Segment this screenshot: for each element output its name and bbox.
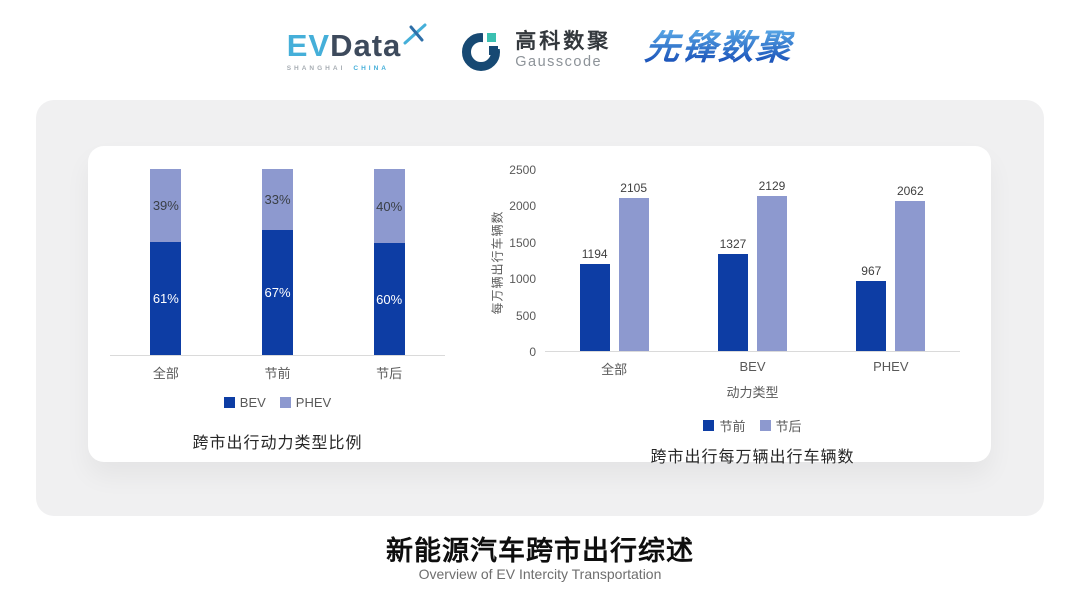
legend-label-节前: 节前 [719,419,746,434]
grouped-bar-chart: 每万辆出行车辆数 0 500 1000 1500 2000 2500 1194 2105 13… [468,156,978,466]
bar-value-label: 2129 [758,179,786,194]
y-tick-1500: 1500 [509,235,536,250]
sparkle-x-icon [403,23,427,45]
y-tick-2500: 2500 [509,163,536,177]
bar-segment-BEV-节后: 60% [373,243,405,355]
bar-segment-BEV-全部: 61% [150,241,182,355]
page-subtitle: Overview of EV Intercity Transportation [418,566,662,582]
bar-节前-全部: 1194 [579,247,610,351]
stacked-bar-plot: 39% 61% 33% 67% 40% 60% [110,169,445,356]
pioneer-data-logo: 先锋数聚 [643,28,796,67]
x-axis-label: 动力类型 [726,385,779,400]
evdata-wordmark: EV Data [286,23,428,63]
category-label-节后: 节后 [376,366,403,381]
bar-segment-PHEV-全部: 39% [150,169,182,242]
bar-节后-全部: 2105 [618,181,649,351]
evdata-ev-text: EV [286,28,331,63]
bar-segment-label: 60% [376,291,403,307]
gausscode-name-cn: 高科数聚 [515,30,612,54]
bar-value-label: 1327 [719,237,747,252]
bar-segment-BEV-节前: 67% [262,230,293,355]
gausscode-name-en: Gausscode [515,54,603,71]
evdata-data-text: Data [330,28,402,63]
stacked-chart-category-axis: 全部 节前 节后 [110,363,445,382]
category-label-全部: 全部 [152,366,179,381]
bar-segment-label: 67% [264,285,291,301]
stacked-bar-节后: 40% 60% [333,169,445,355]
bar-value-label: 2105 [620,180,648,195]
category-label-全部: 全部 [601,362,628,377]
page-title: 新能源汽车跨市出行综述 [386,536,694,566]
y-tick-2000: 2000 [509,199,536,214]
bar-segment-PHEV-节后: 40% [373,169,405,244]
legend-marker-PHEV [279,397,291,408]
bar-group-全部: 1194 2105 [545,181,683,351]
bar-stack-节前: 33% 67% [262,169,293,355]
stacked-chart-title: 跨市出行动力类型比例 [192,435,363,452]
legend-item-PHEV: PHEV [279,395,332,410]
category-label-BEV: BEV [739,359,766,374]
legend-label-节后: 节后 [775,419,802,434]
legend-label-PHEV: PHEV [295,395,332,410]
charts-panel: 39% 61% 33% 67% 40% 60% 全部 节前 节后 BEV PHEV 跨市出行动力… [88,146,991,466]
logo-bar: EV Data SHANGHAI CHINA 高科数聚 Gausscode [0,23,1080,73]
grouped-chart-category-axis: 全部 BEV PHEV [545,359,960,378]
grouped-chart-title: 跨市出行每万辆出行车辆数 [650,449,855,466]
bar-节后-PHEV: 2062 [895,184,926,351]
bar-group-BEV: 1327 2129 [683,179,821,351]
bar-segment-label: 33% [264,192,291,208]
category-label-PHEV: PHEV [873,359,909,374]
legend-marker-BEV [223,397,235,408]
y-tick-500: 500 [515,308,536,323]
y-tick-1000: 1000 [509,272,536,287]
legend-label-BEV: BEV [239,395,266,410]
gausscode-g-icon [462,28,507,71]
bar-value-label: 2062 [896,183,924,198]
legend-marker-节前 [703,420,715,431]
evdata-tagline-china: CHINA [353,65,389,72]
evdata-tagline: SHANGHAI CHINA [287,65,428,72]
y-tick-0: 0 [529,345,536,359]
legend-item-节前: 节前 [703,416,746,435]
bar-节前-BEV: 1327 [717,237,748,351]
stacked-bar-chart: 39% 61% 33% 67% 40% 60% 全部 节前 节后 BEV PHEV 跨市出行动力… [110,169,445,453]
bar-value-label: 1194 [581,247,608,262]
stacked-chart-legend: BEV PHEV [110,395,445,410]
evdata-tagline-shanghai: SHANGHAI [286,65,346,72]
gausscode-logo: 高科数聚 Gausscode [461,28,611,73]
bar-segment-label: 40% [376,198,403,214]
grouped-bar-plot: 1194 2105 1327 2129 967 2062 [545,170,960,352]
evdata-logo: EV Data SHANGHAI CHINA [286,23,428,72]
bar-segment-label: 61% [152,290,179,306]
category-label-节前: 节前 [264,366,291,381]
bar-stack-节后: 40% 60% [373,169,405,355]
bar-stack-全部: 39% 61% [150,169,182,355]
bar-节前-PHEV: 967 [856,264,887,351]
grouped-chart-legend: 节前 节后 [545,416,960,435]
bar-节后-BEV: 2129 [756,179,787,351]
content-card: 39% 61% 33% 67% 40% 60% 全部 节前 节后 BEV PHEV 跨市出行动力… [36,100,1044,516]
gausscode-text: 高科数聚 Gausscode [515,30,611,71]
bar-value-label: 967 [861,263,882,278]
legend-item-节后: 节后 [759,416,802,435]
bar-segment-label: 39% [152,197,179,213]
bar-segment-PHEV-节前: 33% [262,169,293,231]
stacked-bar-全部: 39% 61% [110,169,222,355]
stacked-bar-节前: 33% 67% [222,169,334,355]
legend-marker-节后 [759,420,771,431]
bar-group-PHEV: 967 2062 [822,184,960,351]
legend-item-BEV: BEV [223,395,266,410]
